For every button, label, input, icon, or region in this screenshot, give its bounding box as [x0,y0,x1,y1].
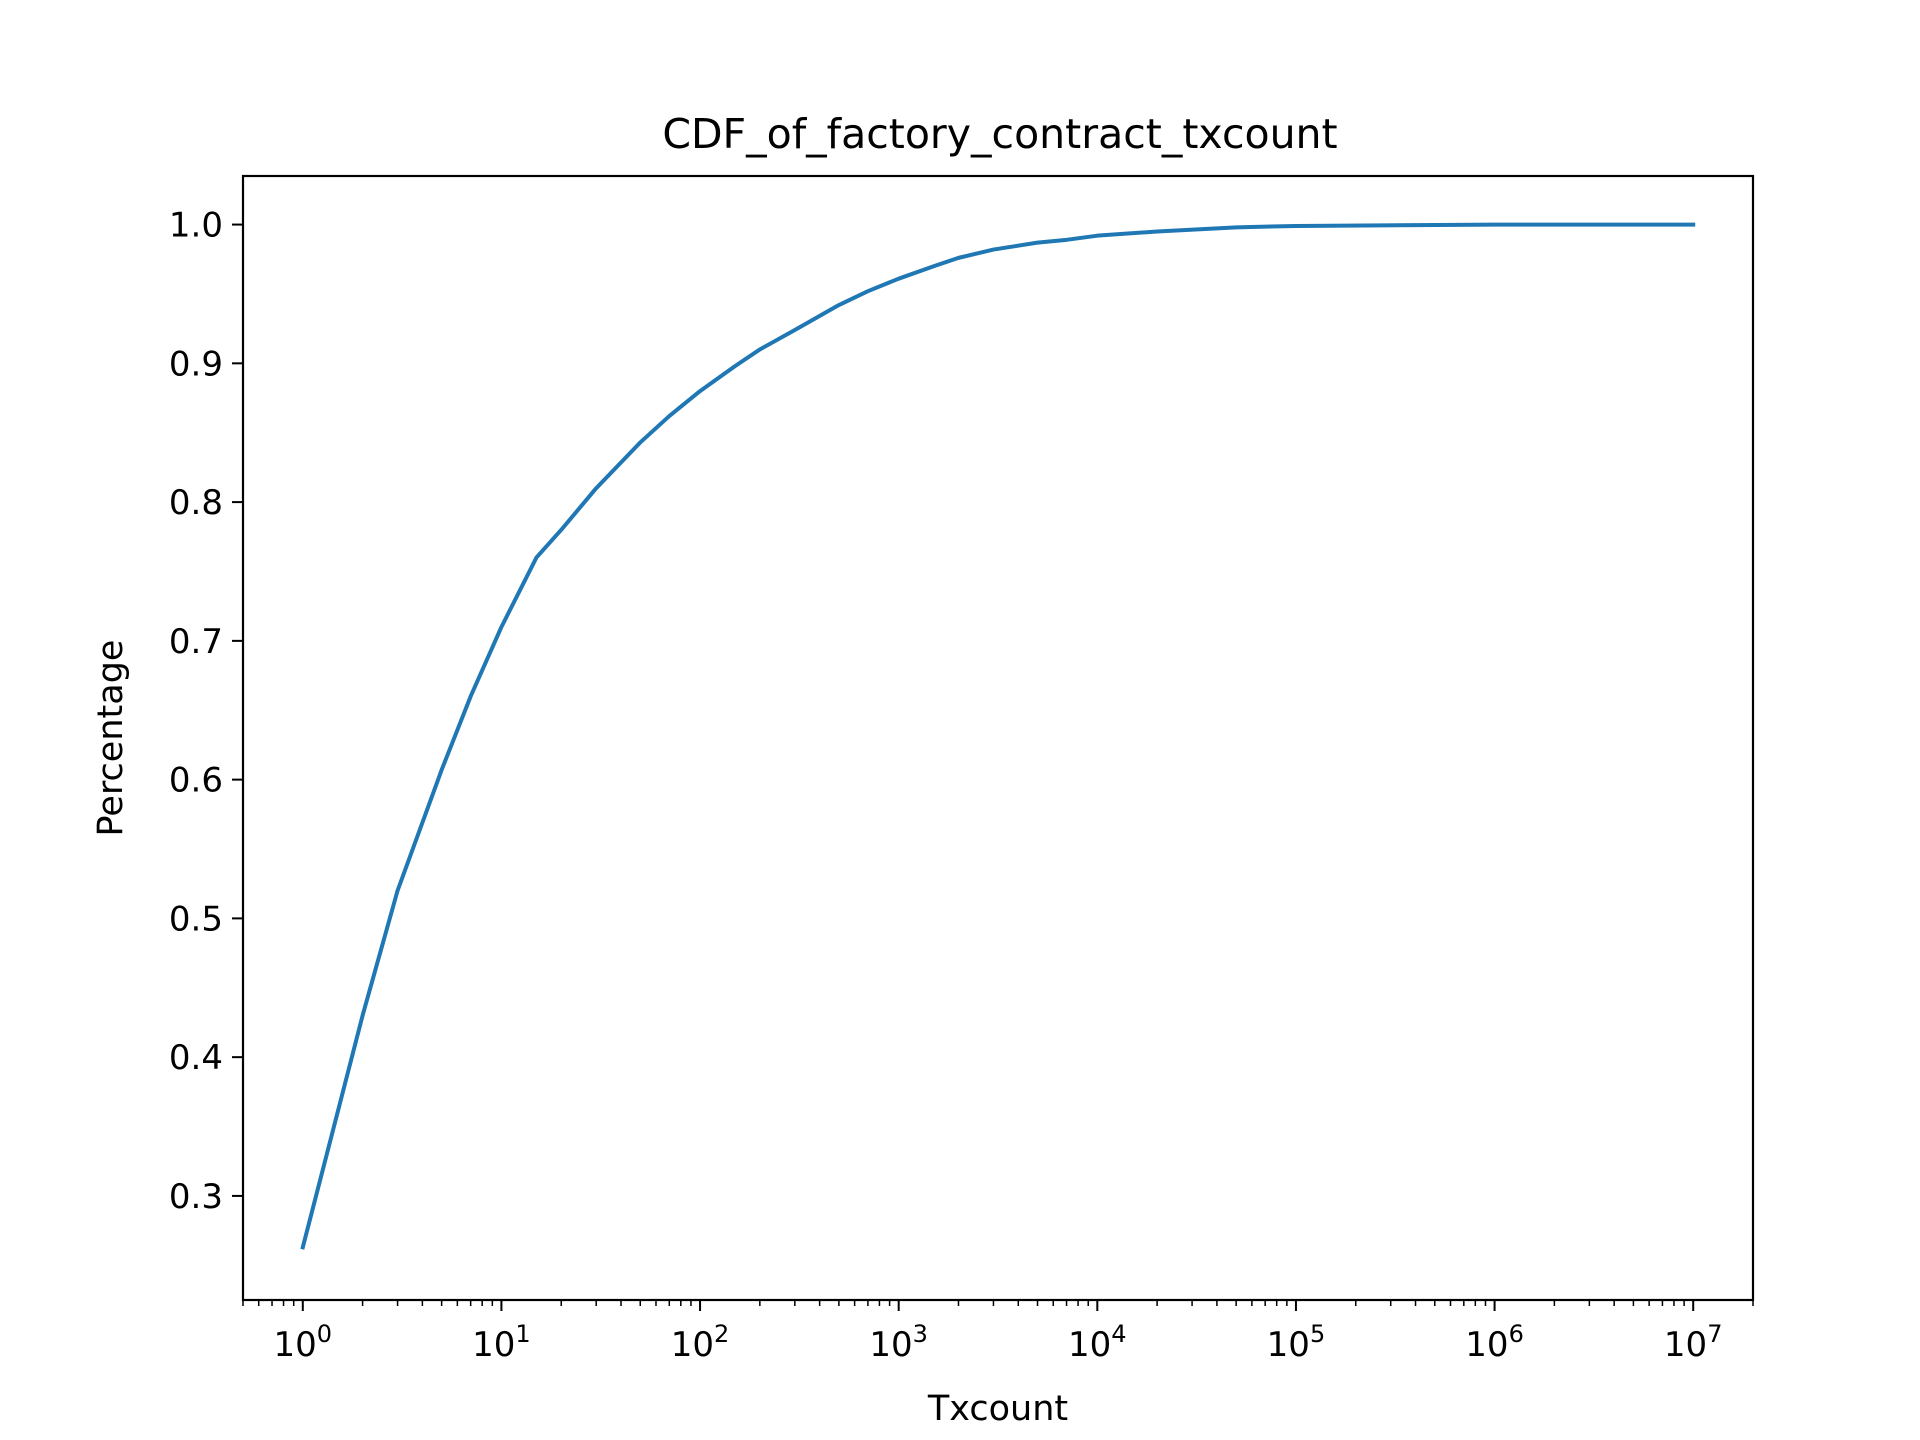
y-tick-label-0: 0.3 [169,1177,223,1217]
y-tick-label-2: 0.5 [169,899,223,939]
x-axis: 100 101 102 103 104 105 106 107 [242,1300,1754,1365]
x-tick-label-7: 107 [1664,1320,1723,1365]
y-axis: 0.3 0.4 0.5 0.6 0.7 0.8 0.9 1.0 [169,206,243,1217]
x-tick-label-3: 103 [869,1320,928,1365]
y-tick-label-1: 0.4 [169,1038,223,1078]
x-tick-label-0: 100 [274,1320,333,1365]
x-tick-label-5: 105 [1267,1320,1326,1365]
y-tick-label-4: 0.7 [169,622,223,662]
y-axis-label: Percentage [91,640,131,837]
chart-title: CDF_of_factory_contract_txcount [662,110,1337,158]
x-tick-label-6: 106 [1465,1320,1524,1365]
x-tick-label-1: 101 [472,1320,531,1365]
x-axis-label: Txcount [927,1389,1068,1429]
series-line-0 [300,222,1696,1250]
plot-frame [241,174,1755,1302]
x-tick-label-4: 104 [1068,1320,1127,1365]
y-tick-label-5: 0.8 [169,483,223,523]
y-tick-label-7: 1.0 [169,206,223,246]
x-tick-label-2: 102 [671,1320,730,1365]
plot-area [300,222,1696,1250]
y-tick-label-6: 0.9 [169,344,223,384]
y-tick-label-3: 0.6 [169,761,223,801]
